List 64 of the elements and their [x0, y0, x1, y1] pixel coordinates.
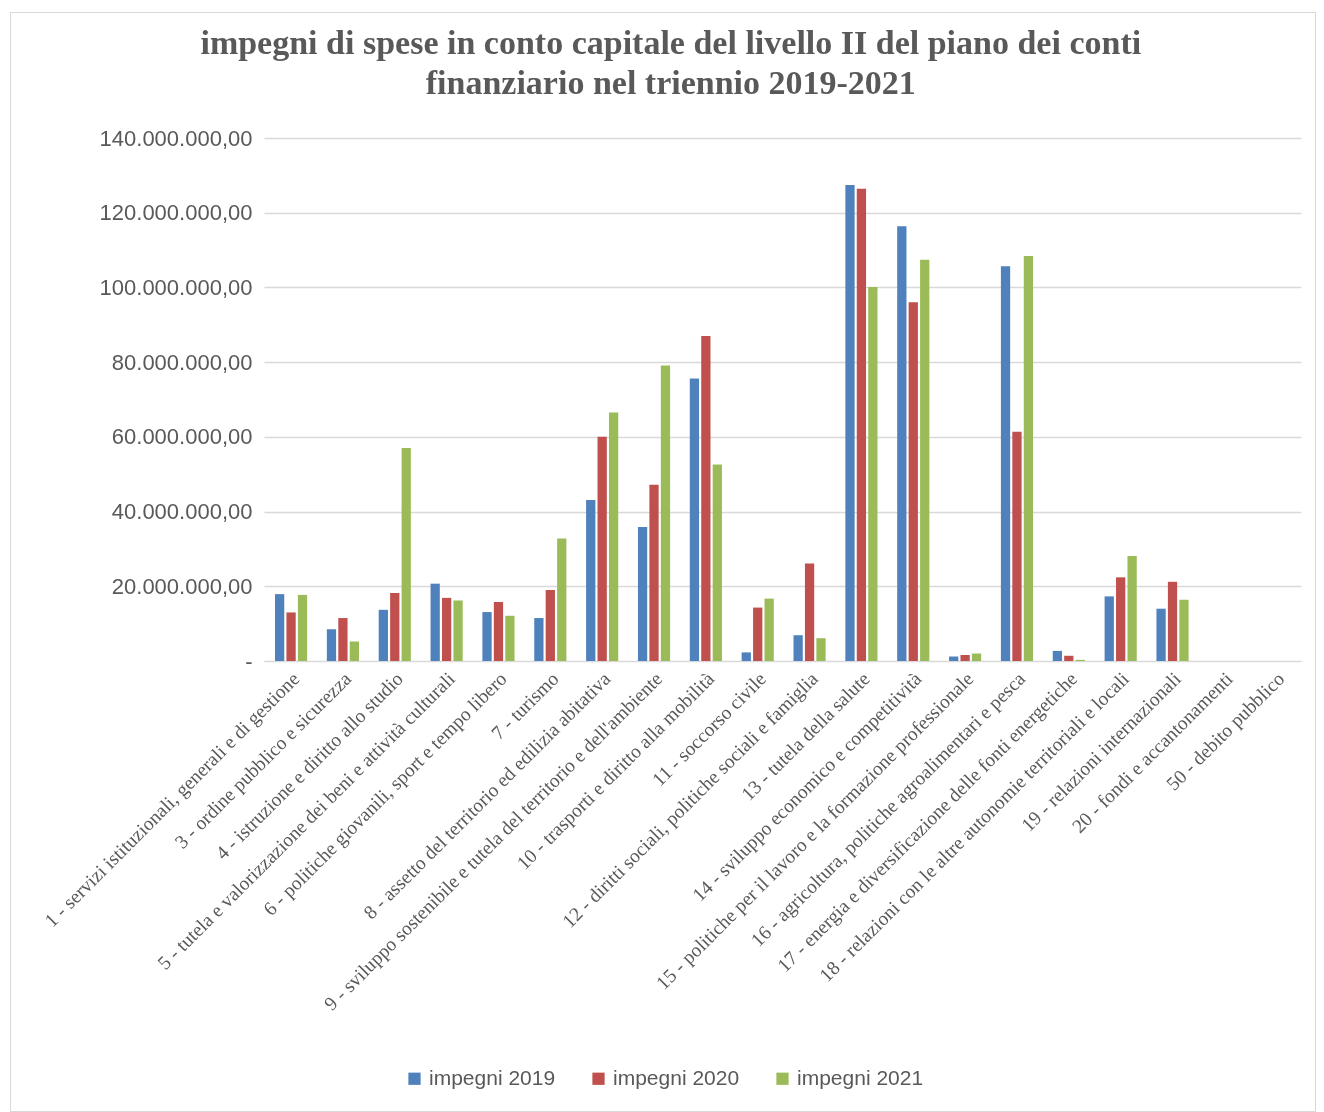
bar [1064, 655, 1074, 661]
legend-label: impegni 2021 [797, 1065, 924, 1089]
bar [534, 618, 544, 661]
bar [597, 436, 607, 661]
bar [764, 598, 774, 661]
bar [753, 607, 763, 661]
bar [453, 600, 463, 661]
y-tick-label: 60.000.000,00 [111, 424, 253, 450]
bar [856, 188, 867, 661]
legend-label: impegni 2020 [613, 1065, 740, 1089]
bar [286, 612, 296, 661]
y-tick-label: 20.000.000,00 [111, 573, 253, 599]
bar [586, 499, 596, 661]
y-tick-label: 100.000.000,00 [99, 274, 253, 300]
bar [390, 593, 400, 661]
bar [493, 601, 504, 661]
bar [868, 287, 878, 661]
bar [430, 583, 440, 661]
y-tick-label: - [245, 648, 253, 674]
y-tick-label: 40.000.000,00 [111, 499, 253, 525]
bar [349, 641, 359, 661]
bar [1023, 256, 1034, 661]
bar [338, 618, 348, 661]
bar [274, 594, 285, 661]
bar [1104, 596, 1114, 661]
bar [897, 226, 907, 661]
bar [804, 563, 815, 661]
bar [441, 597, 452, 661]
bar [297, 594, 308, 661]
bar [1116, 577, 1126, 661]
bar [1127, 556, 1137, 661]
bar [1052, 650, 1063, 661]
bar [741, 652, 751, 661]
bar [908, 302, 918, 661]
bar [401, 448, 411, 661]
bar [1012, 431, 1022, 661]
bar [608, 412, 619, 661]
bar [816, 638, 826, 661]
chart-title: impegni di spese in conto capitale del livello II del piano dei conti finanziario nel triennio 2019-2021 [200, 24, 1142, 101]
bar [1179, 599, 1189, 661]
y-tick-label: 140.000.000,00 [99, 125, 253, 151]
legend-label: impegni 2019 [429, 1065, 556, 1089]
bar [971, 653, 982, 661]
bar [920, 259, 930, 661]
bar [545, 590, 555, 661]
bar [1167, 581, 1178, 661]
bar [712, 464, 722, 661]
bar [482, 612, 492, 661]
bar [637, 526, 648, 661]
bar [326, 629, 337, 661]
bar [701, 335, 711, 661]
bar [649, 484, 659, 661]
y-tick-label: 120.000.000,00 [99, 200, 253, 226]
y-tick-label: 80.000.000,00 [111, 349, 253, 375]
bar [557, 538, 567, 661]
bar [960, 655, 970, 661]
bar [378, 609, 388, 661]
bar [793, 635, 803, 661]
bar [689, 378, 700, 661]
bar [1000, 266, 1011, 661]
bar [660, 365, 671, 661]
bar [505, 615, 515, 661]
bar [845, 185, 855, 661]
bar [1156, 608, 1166, 661]
